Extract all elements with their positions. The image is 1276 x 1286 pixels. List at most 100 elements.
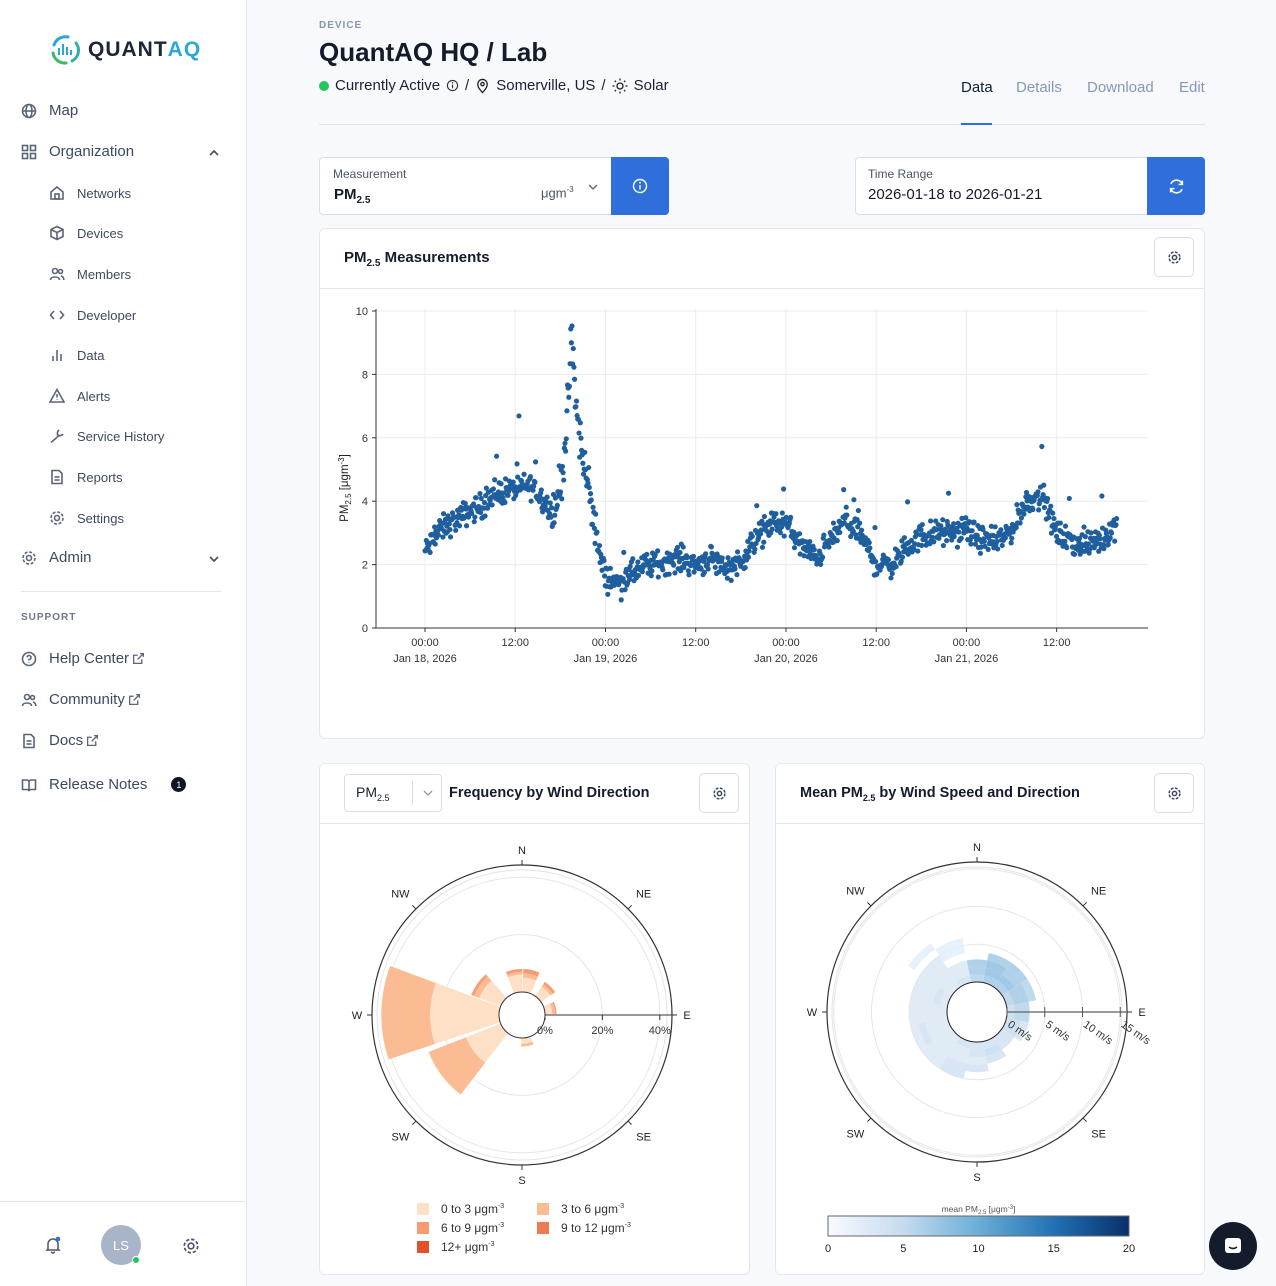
measurement-info-button[interactable] <box>611 157 669 215</box>
wind-sector-bar <box>522 977 537 994</box>
sidebar-item-admin[interactable]: Admin <box>21 549 92 566</box>
data-point <box>530 487 536 493</box>
wind-frequency-settings-button[interactable] <box>699 773 739 813</box>
data-point <box>732 566 738 572</box>
legend-item[interactable]: 0 to 3 μgm-3 <box>417 1202 537 1216</box>
sidebar-item-docs[interactable]: Docs <box>21 732 99 749</box>
tab-details[interactable]: Details <box>1016 79 1062 96</box>
chevron-down-icon[interactable] <box>207 552 221 566</box>
chat-support-button[interactable] <box>1209 1222 1257 1270</box>
data-point <box>716 569 722 575</box>
wind-speed-cell <box>917 1022 934 1046</box>
data-point <box>867 545 873 551</box>
wind-speed-cell <box>982 1036 998 1049</box>
data-point <box>447 526 453 533</box>
data-point <box>1112 538 1118 544</box>
sidebar-item-help-center[interactable]: Help Center <box>21 650 145 667</box>
time-range-value: 2026-01-18 to 2026-01-21 <box>868 186 1043 203</box>
time-range-input[interactable]: Time Range 2026-01-18 to 2026-01-21 <box>855 157 1149 215</box>
info-icon[interactable] <box>446 79 459 92</box>
wind-sector-bar <box>523 973 538 981</box>
data-point <box>752 546 758 552</box>
y-tick-label: 8 <box>362 369 368 381</box>
sidebar-item-label: Map <box>49 102 79 119</box>
sidebar-item-organization[interactable]: Organization <box>21 143 134 160</box>
data-point <box>626 576 633 583</box>
wind-speed-cell <box>966 1056 988 1065</box>
measurement-select[interactable]: Measurement PM2.5 μgm-3 <box>319 157 614 215</box>
legend-item[interactable]: 12+ μgm-3 <box>417 1240 537 1254</box>
card-divider <box>320 823 749 824</box>
data-point <box>1021 511 1027 517</box>
user-avatar[interactable]: LS <box>101 1225 141 1265</box>
sidebar-item-data[interactable]: Data <box>49 347 104 363</box>
radial-tick-label: 5 m/s <box>1043 1019 1072 1045</box>
data-point <box>498 481 504 487</box>
wind-speed-cell <box>997 1032 1015 1050</box>
legend-item[interactable]: 3 to 6 μgm-3 <box>537 1202 657 1216</box>
data-point <box>858 527 865 533</box>
status-dot <box>319 80 329 91</box>
data-point <box>783 514 789 521</box>
sidebar-item-members[interactable]: Members <box>49 266 131 282</box>
wind-sector-bar <box>552 1001 557 1015</box>
data-point <box>866 540 872 546</box>
data-point <box>940 517 946 523</box>
data-point <box>586 464 592 471</box>
sidebar-item-label: Release Notes <box>49 776 148 793</box>
data-point <box>435 532 442 538</box>
sidebar-item-settings[interactable]: Settings <box>49 510 124 526</box>
direction-label-s: S <box>518 1175 525 1187</box>
legend-item[interactable]: 6 to 9 μgm-3 <box>417 1221 537 1235</box>
radial-tick-label: 0% <box>537 1025 553 1037</box>
pollutant-select[interactable]: PM2.5 <box>344 774 442 812</box>
wind-sector-bar <box>430 982 501 1045</box>
bell-icon[interactable] <box>44 1236 62 1254</box>
wind-speed-cell <box>1001 1017 1014 1033</box>
tab-download[interactable]: Download <box>1087 79 1154 96</box>
sidebar-item-devices[interactable]: Devices <box>49 225 123 241</box>
data-point <box>548 514 554 520</box>
data-point <box>566 394 572 400</box>
sidebar-item-release-notes[interactable]: Release Notes 1 <box>21 776 187 793</box>
sidebar-item-networks[interactable]: Networks <box>49 185 131 201</box>
direction-tick <box>627 905 632 910</box>
direction-label-se: SE <box>636 1132 651 1144</box>
direction-tick <box>627 1120 632 1125</box>
gear-icon[interactable] <box>182 1237 200 1255</box>
tab-data[interactable]: Data <box>961 79 993 96</box>
refresh-button[interactable] <box>1147 157 1205 215</box>
data-point <box>672 570 678 576</box>
data-point <box>655 548 661 554</box>
quantaq-logo[interactable]: QUANTAQ <box>48 33 201 67</box>
wind-speed-cell <box>909 998 918 1026</box>
online-indicator <box>132 1256 140 1264</box>
wind-sector-bar <box>471 974 488 996</box>
data-point <box>427 549 433 555</box>
tab-edit[interactable]: Edit <box>1179 79 1205 96</box>
wind-speed-cell <box>945 980 961 996</box>
chevron-up-icon[interactable] <box>207 146 221 160</box>
data-point <box>915 548 921 554</box>
sidebar-item-alerts[interactable]: Alerts <box>49 388 110 404</box>
wind-mean-card: Mean PM2.5 by Wind Speed and Direction N… <box>775 763 1205 1275</box>
sidebar-item-map[interactable]: Map <box>21 102 78 119</box>
wind-speed-cell <box>910 974 927 1001</box>
wind-sector-bar <box>479 980 507 1007</box>
x-tick-date: Jan 20, 2026 <box>754 653 818 665</box>
timeseries-settings-button[interactable] <box>1154 237 1194 277</box>
sidebar-item-community[interactable]: Community <box>21 691 141 708</box>
wind-frequency-chart[interactable]: N NE E SE S SW W NW 0% 20% 40% <box>320 824 749 1204</box>
timeseries-chart[interactable]: 0 2 4 6 8 10 00:00 Jan 18, 2026 12:00 00:00 Jan 19… <box>320 289 1204 738</box>
gear-icon <box>1167 786 1181 800</box>
wind-speed-cell <box>966 959 988 968</box>
wind-mean-settings-button[interactable] <box>1154 773 1194 813</box>
direction-tick <box>1082 902 1087 907</box>
data-point <box>745 554 752 560</box>
sidebar-item-reports[interactable]: Reports <box>49 469 123 485</box>
sidebar-item-service-history[interactable]: Service History <box>49 428 164 444</box>
sidebar-item-developer[interactable]: Developer <box>49 307 136 323</box>
data-point <box>929 534 936 540</box>
legend-item[interactable]: 9 to 12 μgm-3 <box>537 1221 657 1235</box>
